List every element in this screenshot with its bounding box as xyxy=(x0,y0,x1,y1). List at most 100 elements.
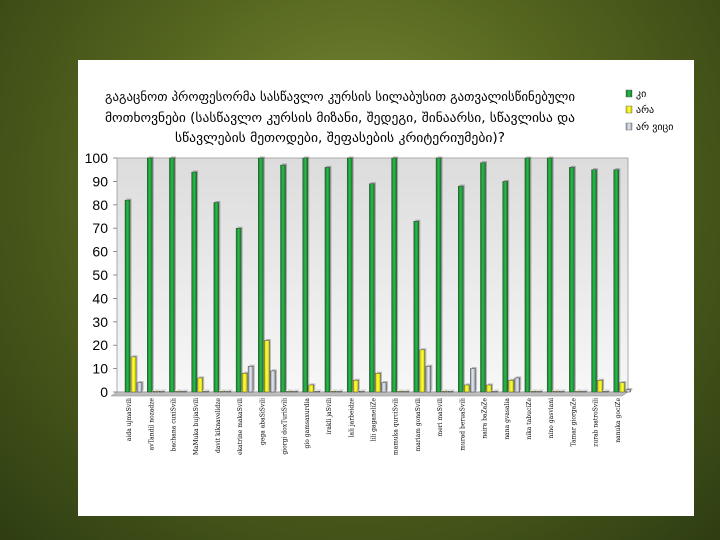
bar-ki xyxy=(569,167,575,393)
legend-label: კი xyxy=(636,89,646,100)
bar-ar-vici xyxy=(292,391,298,393)
bar-ara xyxy=(397,391,403,393)
bar-ar-vici xyxy=(514,377,520,393)
x-tick-label: naira baZaZe xyxy=(482,398,489,439)
bar-ar-vici xyxy=(558,391,565,393)
bar-ar-vici xyxy=(492,391,498,393)
x-tick-label: mariam gonaSvili xyxy=(415,398,422,451)
bar-shadow xyxy=(560,389,566,391)
bar-ar-vici xyxy=(403,391,409,393)
x-tick-label: meri maSvili xyxy=(437,398,444,437)
bar-shadow xyxy=(360,389,366,391)
bar-ar-vici xyxy=(603,391,609,393)
y-tick-label: 10 xyxy=(92,361,108,377)
bar-shadow xyxy=(338,389,344,391)
bar-ara xyxy=(197,377,203,393)
x-tick-label: irakli jaSvili xyxy=(326,398,333,435)
bar-ara xyxy=(486,384,492,393)
bar-ki xyxy=(258,157,264,393)
bar-shadow xyxy=(449,389,455,391)
bar-ki xyxy=(413,220,420,393)
bar-ar-vici xyxy=(536,391,543,393)
x-tick-label: nanuka gociZe xyxy=(615,398,622,443)
y-tick-label: 90 xyxy=(92,173,108,189)
bar-shadow xyxy=(538,389,544,391)
bar-ki xyxy=(458,185,464,393)
bar-shadow xyxy=(294,389,300,391)
x-tick-label: aida ujmaSvili xyxy=(126,398,133,441)
bar-ara xyxy=(508,380,514,393)
bar-ar-vici xyxy=(136,382,143,393)
y-tick-label: 50 xyxy=(92,267,108,283)
bar-shadow xyxy=(332,389,338,391)
bar-shadow xyxy=(205,389,211,391)
bar-ara xyxy=(153,391,159,393)
bar-ar-vici xyxy=(159,391,165,393)
bar-shadow xyxy=(582,389,588,391)
bar-ara xyxy=(308,384,314,393)
bar-shadow xyxy=(160,389,166,391)
bar-ara xyxy=(330,391,337,393)
bar-ar-vici xyxy=(336,391,343,393)
bar-ki xyxy=(302,157,308,393)
bar-ki xyxy=(169,157,175,393)
bar-shadow xyxy=(532,389,538,391)
legend-label: არა xyxy=(636,104,654,116)
plot-area: 0 10 20 30 40 50 60 70 80 90 100 aida ujmaSvili avTa… xyxy=(85,150,633,455)
y-tick-label: 100 xyxy=(85,150,109,166)
y-tick-label: 30 xyxy=(92,314,108,330)
chart-title-line: სწავლების მეთოდები, შეფასების კრიტერიუმე… xyxy=(175,131,505,146)
legend-swatch xyxy=(625,122,633,131)
bar-shadow xyxy=(493,389,499,391)
bar-ara xyxy=(175,391,181,393)
legend-swatch xyxy=(625,89,633,98)
bar-ki xyxy=(480,162,486,393)
bar-ara xyxy=(441,391,448,393)
bar-ki xyxy=(502,181,508,393)
bar-ara xyxy=(219,391,226,393)
bar-shadow xyxy=(154,389,160,391)
bar-shadow xyxy=(221,389,227,391)
bar-ki xyxy=(280,164,286,393)
x-tick-label: zurab natroSvili xyxy=(593,398,600,447)
bar-ar-vici xyxy=(625,389,631,393)
bar-shadow xyxy=(554,389,560,391)
bar-ki xyxy=(147,157,153,393)
bar-ki xyxy=(613,169,619,393)
bar-ar-vici xyxy=(425,366,432,393)
bar-ar-vici xyxy=(381,382,387,393)
bar-ara xyxy=(352,380,359,393)
bar-ar-vici xyxy=(581,391,587,393)
x-tick-label: ekatrine makaSvili xyxy=(237,398,244,455)
bar-ki xyxy=(435,157,442,393)
bar-shadow xyxy=(227,389,233,391)
bar-ki xyxy=(235,227,242,393)
bar-ar-vici xyxy=(358,391,365,393)
x-tick-label: lili gaganeliZe xyxy=(371,398,378,442)
bar-shadow xyxy=(576,389,582,391)
bar-ara xyxy=(530,391,537,393)
bar-ki xyxy=(213,202,220,393)
x-tick-label: gega abaSiSvili xyxy=(259,398,266,445)
bar-ar-vici xyxy=(225,391,232,393)
bar-ar-vici xyxy=(203,391,209,393)
bar-ki xyxy=(391,157,397,393)
x-tick-label: nino gasviani xyxy=(548,398,555,438)
bar-ar-vici xyxy=(314,391,320,393)
bar-ki xyxy=(546,157,553,393)
bar-ara xyxy=(552,391,559,393)
bar-ara xyxy=(375,373,381,393)
bar-ki xyxy=(524,157,531,393)
bar-ara xyxy=(286,391,292,393)
bar-shadow xyxy=(182,389,188,391)
bar-ki xyxy=(124,199,131,393)
bar-ki xyxy=(346,157,353,393)
x-tick-label: davit kiknavelidze xyxy=(215,398,222,453)
bar-shadow xyxy=(316,389,322,391)
bar-ar-vici xyxy=(470,368,476,393)
legend-swatch xyxy=(625,105,633,114)
bar-ara xyxy=(575,391,581,393)
bar-ara xyxy=(597,380,603,393)
y-tick-label: 70 xyxy=(92,220,108,236)
